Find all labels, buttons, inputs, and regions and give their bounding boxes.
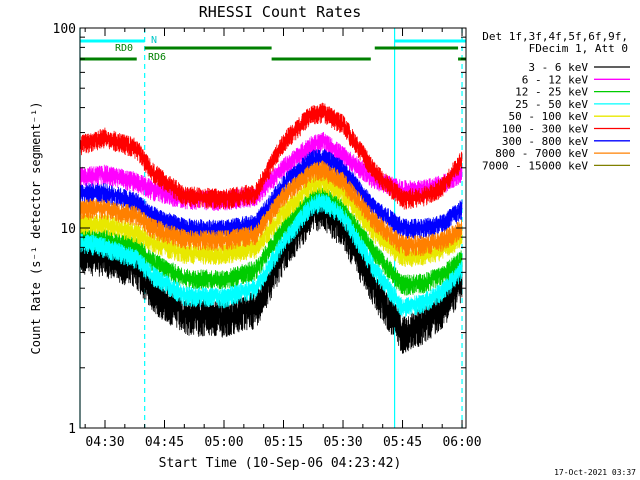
y-tick-label-3: 100 — [53, 22, 76, 37]
y-tick-label-1: 1 — [68, 422, 76, 437]
series-layer — [79, 102, 463, 354]
y-axis-label: Count Rate (s⁻¹ detector segment⁻¹) — [29, 102, 43, 355]
x-tick-label-2: 04:45 — [145, 435, 184, 450]
legend-label-8: 800 - 7000 keV — [495, 147, 588, 160]
legend-label-6: 100 - 300 keV — [502, 123, 588, 136]
legend-label-4: 25 - 50 keV — [515, 98, 588, 111]
chart-title: RHESSI Count Rates — [199, 3, 362, 21]
axes-layer: 1 10 100 04:30 04:45 05:00 05:15 05:30 05:45 06:0… — [53, 22, 482, 450]
series-line-8 — [79, 160, 463, 257]
legend-label-5: 50 - 100 keV — [509, 110, 589, 123]
flag-label-n: N — [151, 35, 157, 46]
flag-label-rd6: RD6 — [148, 52, 166, 63]
legend-label-3: 12 - 25 keV — [515, 86, 588, 99]
legend-header-line-2: FDecim 1, Att 0 — [529, 42, 628, 55]
legend-header-line-1: Det 1f,3f,4f,5f,6f,9f, — [482, 30, 628, 43]
legend-label-1: 3 - 6 keV — [528, 61, 588, 74]
x-tick-label-1: 04:30 — [85, 435, 124, 450]
series-line-6 — [79, 102, 463, 210]
series-line-3 — [79, 187, 463, 296]
x-tick-label-4: 05:15 — [264, 435, 303, 450]
series-line-7 — [79, 149, 463, 241]
timestamp: 17-Oct-2021 03:37 — [554, 468, 636, 477]
legend-label-7: 300 - 800 keV — [502, 135, 588, 148]
x-tick-label-7: 06:00 — [442, 435, 481, 450]
y-tick-label-2: 10 — [60, 222, 76, 237]
series-line-2 — [79, 131, 463, 211]
series-line-4 — [79, 193, 463, 318]
legend-label-2: 6 - 12 keV — [522, 73, 589, 86]
x-tick-label-3: 05:00 — [204, 435, 243, 450]
legend-label-9: 7000 - 15000 keV — [482, 159, 588, 172]
flag-label-rd0: RD0 — [115, 43, 133, 54]
x-tick-label-5: 05:30 — [323, 435, 362, 450]
x-axis-label: Start Time (10-Sep-06 04:23:42) — [159, 456, 402, 471]
x-tick-label-6: 05:45 — [383, 435, 422, 450]
